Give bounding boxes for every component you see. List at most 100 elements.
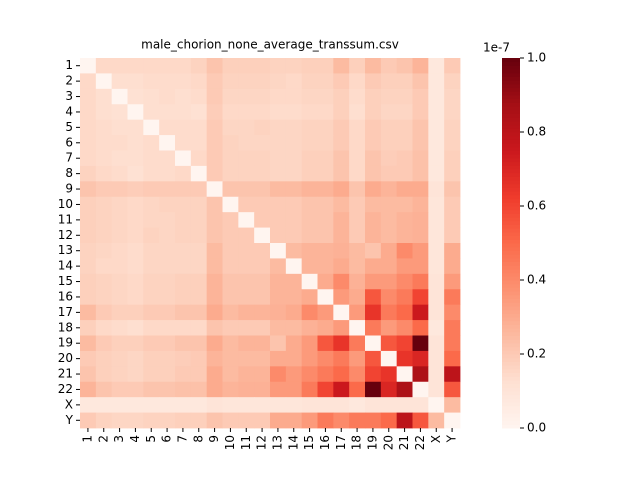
colorbar-segment [502, 313, 520, 318]
heatmap-cell [80, 88, 97, 105]
heatmap-cell [380, 366, 398, 383]
colorbar-segment [502, 161, 520, 166]
heatmap-cell [333, 258, 350, 275]
heatmap-cell [365, 381, 382, 398]
heatmap-cell [285, 397, 303, 413]
heatmap-cell [80, 350, 97, 367]
heatmap-cell [111, 73, 128, 90]
heatmap-cell [190, 412, 208, 429]
chart-title: male_chorion_none_average_transsum.csv [141, 38, 399, 52]
heatmap-cell [175, 335, 192, 352]
heatmap-cell [80, 289, 97, 306]
heatmap-cell [380, 320, 398, 336]
heatmap-cell [270, 289, 287, 306]
heatmap-cell [365, 243, 382, 259]
colorbar-segment [502, 424, 520, 429]
colorbar-tick-label: 0.4 [527, 273, 546, 287]
colorbar-segment [502, 132, 520, 137]
heatmap-cell [396, 212, 413, 228]
colorbar-segment [502, 405, 520, 410]
heatmap-cell [111, 350, 128, 367]
heatmap-cell [349, 227, 366, 244]
heatmap-cell [396, 73, 413, 90]
heatmap-cell [254, 150, 271, 167]
heatmap-cell [285, 212, 303, 228]
colorbar-segment [502, 228, 520, 233]
heatmap-cell [238, 397, 255, 413]
heatmap-cell [80, 304, 97, 321]
heatmap-cell [111, 150, 128, 167]
heatmap-cell [396, 150, 413, 167]
heatmap-cell [270, 304, 287, 321]
heatmap-cell [222, 335, 239, 352]
colorbar-segment [502, 294, 520, 299]
heatmap-cell [428, 304, 445, 321]
heatmap-cell [365, 397, 382, 413]
y-tick-label: 7 [65, 151, 73, 165]
colorbar-segment [502, 239, 520, 244]
heatmap-cell [254, 119, 271, 136]
heatmap-cell [333, 289, 350, 306]
heatmap-cell [365, 366, 382, 383]
heatmap-cell [143, 88, 160, 105]
heatmap-cell [111, 212, 128, 228]
heatmap-cell [380, 381, 398, 398]
heatmap-cell [349, 366, 366, 383]
heatmap-cell [238, 135, 255, 151]
colorbar-segment [502, 128, 520, 133]
heatmap-cell [95, 58, 113, 74]
heatmap-cell [95, 181, 113, 198]
heatmap-cell [333, 335, 350, 352]
heatmap-cell [222, 412, 239, 429]
heatmap-cell [301, 104, 318, 121]
heatmap-cell [159, 273, 176, 290]
x-tick-label: 13 [270, 435, 284, 450]
heatmap-cell [254, 366, 271, 383]
heatmap-cell [143, 289, 160, 306]
heatmap-cell [349, 320, 366, 336]
heatmap-cell [95, 304, 113, 321]
heatmap-cell [111, 381, 128, 398]
heatmap-cell [349, 412, 366, 429]
heatmap-cell [238, 304, 255, 321]
heatmap-cell [206, 212, 223, 228]
heatmap-cell [380, 196, 398, 213]
heatmap-cell [365, 196, 382, 213]
heatmap-cell [444, 381, 461, 398]
heatmap-cell [317, 135, 334, 151]
heatmap-cell [301, 150, 318, 167]
colorbar-segment [502, 350, 520, 355]
heatmap-cell [80, 258, 97, 275]
y-tick-label: 13 [58, 243, 73, 257]
heatmap-cell [80, 119, 97, 136]
heatmap-cell [412, 104, 429, 121]
heatmap-cell [175, 227, 192, 244]
x-tick-label: 8 [191, 435, 205, 443]
heatmap-cell [444, 397, 461, 413]
heatmap-cell [238, 181, 255, 198]
heatmap-cell [301, 227, 318, 244]
heatmap-cell [317, 73, 334, 90]
heatmap-cell [206, 135, 223, 151]
heatmap-cell [95, 335, 113, 352]
colorbar-segment [502, 235, 520, 240]
heatmap-cell [238, 150, 255, 167]
heatmap-cell [285, 58, 303, 74]
heatmap-cell [380, 165, 398, 182]
heatmap-cell [444, 58, 461, 74]
heatmap-cell [111, 273, 128, 290]
colorbar-segment [502, 383, 520, 388]
heatmap-cell [349, 304, 366, 321]
heatmap-cell [333, 181, 350, 198]
heatmap-cell [365, 258, 382, 275]
heatmap-cell [190, 243, 208, 259]
colorbar-segment [502, 220, 520, 225]
heatmap-cell [349, 381, 366, 398]
heatmap-cell [396, 119, 413, 136]
heatmap-cell [206, 243, 223, 259]
heatmap-cell [143, 73, 160, 90]
heatmap-cell [127, 304, 144, 321]
heatmap-cell [143, 227, 160, 244]
heatmap-cell [270, 104, 287, 121]
